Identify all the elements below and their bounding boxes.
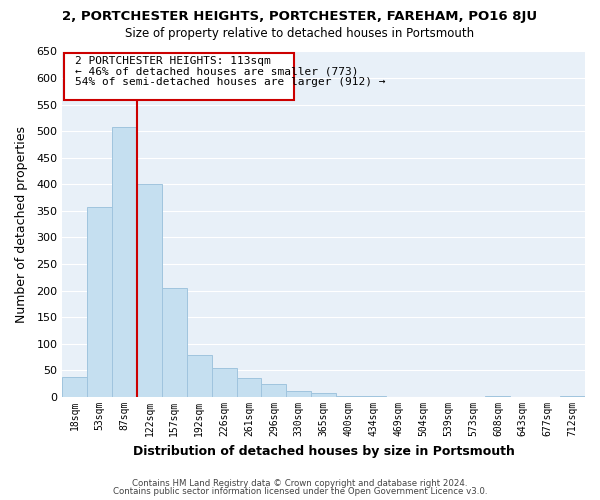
Bar: [311, 392, 336, 397]
FancyBboxPatch shape: [64, 52, 294, 100]
Bar: [336, 396, 361, 397]
Bar: [137, 184, 162, 397]
Bar: [212, 368, 236, 397]
Text: Size of property relative to detached houses in Portsmouth: Size of property relative to detached ho…: [125, 28, 475, 40]
Bar: [485, 396, 511, 397]
Text: Contains HM Land Registry data © Crown copyright and database right 2024.: Contains HM Land Registry data © Crown c…: [132, 478, 468, 488]
Bar: [87, 207, 112, 397]
Bar: [262, 384, 286, 397]
Bar: [560, 396, 585, 397]
Bar: [187, 355, 212, 397]
Bar: [162, 288, 187, 397]
Bar: [286, 392, 311, 397]
Y-axis label: Number of detached properties: Number of detached properties: [15, 126, 28, 322]
Bar: [62, 376, 87, 397]
Bar: [236, 378, 262, 397]
Text: 2, PORTCHESTER HEIGHTS, PORTCHESTER, FAREHAM, PO16 8JU: 2, PORTCHESTER HEIGHTS, PORTCHESTER, FAR…: [62, 10, 538, 23]
Text: 54% of semi-detached houses are larger (912) →: 54% of semi-detached houses are larger (…: [75, 77, 385, 87]
Bar: [112, 128, 137, 397]
Bar: [361, 396, 386, 397]
X-axis label: Distribution of detached houses by size in Portsmouth: Distribution of detached houses by size …: [133, 444, 515, 458]
Text: 2 PORTCHESTER HEIGHTS: 113sqm: 2 PORTCHESTER HEIGHTS: 113sqm: [75, 56, 271, 66]
Text: ← 46% of detached houses are smaller (773): ← 46% of detached houses are smaller (77…: [75, 66, 358, 76]
Text: Contains public sector information licensed under the Open Government Licence v3: Contains public sector information licen…: [113, 487, 487, 496]
